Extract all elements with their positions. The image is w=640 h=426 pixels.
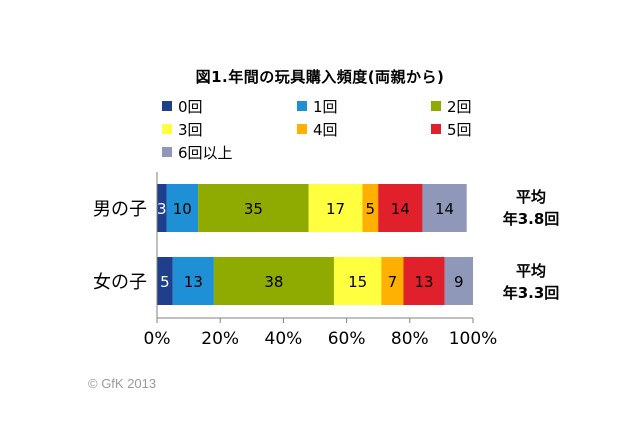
bar-segment [403,257,445,305]
bar-data-label: 13 [414,273,433,291]
bar-data-label: 14 [391,200,410,218]
legend-swatch [297,101,307,111]
average-label-line1: 平均 [515,262,546,280]
legend-label: 3回 [178,120,203,139]
bar-data-label: 5 [160,273,170,291]
legend-item-5: 5回 [431,120,472,139]
average-label-girls: 平均 年3.3回 [496,260,566,304]
x-tick-label: 20% [201,329,239,349]
legend-label: 0回 [178,97,203,116]
bar-segment [444,257,473,305]
bar-segment [308,184,363,232]
x-tick-label: 0% [144,329,171,349]
bar-data-label: 5 [366,200,376,218]
bar-segment [198,184,309,232]
bar-data-label: 15 [348,273,367,291]
legend-swatch [162,101,172,111]
bar-segment [378,184,423,232]
legend-swatch [162,147,172,157]
bar-segment [157,257,173,305]
average-label-line1: 平均 [515,188,546,206]
category-label: 男の子 [93,199,147,220]
legend-swatch [431,124,441,134]
bar-segment [157,184,167,232]
legend-label: 1回 [313,97,338,116]
bar-data-label: 38 [264,273,283,291]
legend-label: 2回 [447,97,472,116]
copyright-notice: © GfK 2013 [88,376,157,391]
bar-segment [166,184,199,232]
legend-swatch [431,101,441,111]
legend-item-2: 2回 [431,97,472,116]
bar-segment [381,257,404,305]
bar-data-label: 3 [157,200,167,218]
bar-data-label: 13 [184,273,203,291]
average-label-line2: 年3.8回 [502,210,560,228]
legend-label: 6回以上 [178,143,233,162]
x-tick-label: 80% [391,329,429,349]
legend-item-6: 6回以上 [162,143,233,162]
x-tick-label: 100% [449,329,498,349]
legend-label: 5回 [447,120,472,139]
bar-data-label: 7 [388,273,398,291]
legend-label: 4回 [313,120,338,139]
bar-segment [172,257,214,305]
category-label: 女の子 [93,272,147,293]
bar-segment [422,184,467,232]
average-label-boys: 平均 年3.8回 [496,186,566,230]
bar-data-label: 17 [326,200,345,218]
legend-item-0: 0回 [162,97,203,116]
bar-data-label: 35 [244,200,263,218]
average-label-line2: 年3.3回 [502,284,560,302]
chart-title: 図1.年間の玩具購入頻度(両親から) [195,68,445,86]
legend-item-4: 4回 [297,120,338,139]
legend-swatch [162,124,172,134]
legend-item-3: 3回 [162,120,203,139]
legend-item-1: 1回 [297,97,338,116]
bar-segment [213,257,334,305]
bar-segment [362,184,379,232]
x-tick-label: 40% [265,329,303,349]
bar-data-label: 14 [435,200,454,218]
bar-segment [333,257,382,305]
bar-data-label: 9 [454,273,464,291]
bar-data-label: 10 [173,200,192,218]
legend-swatch [297,124,307,134]
x-tick-label: 60% [328,329,366,349]
